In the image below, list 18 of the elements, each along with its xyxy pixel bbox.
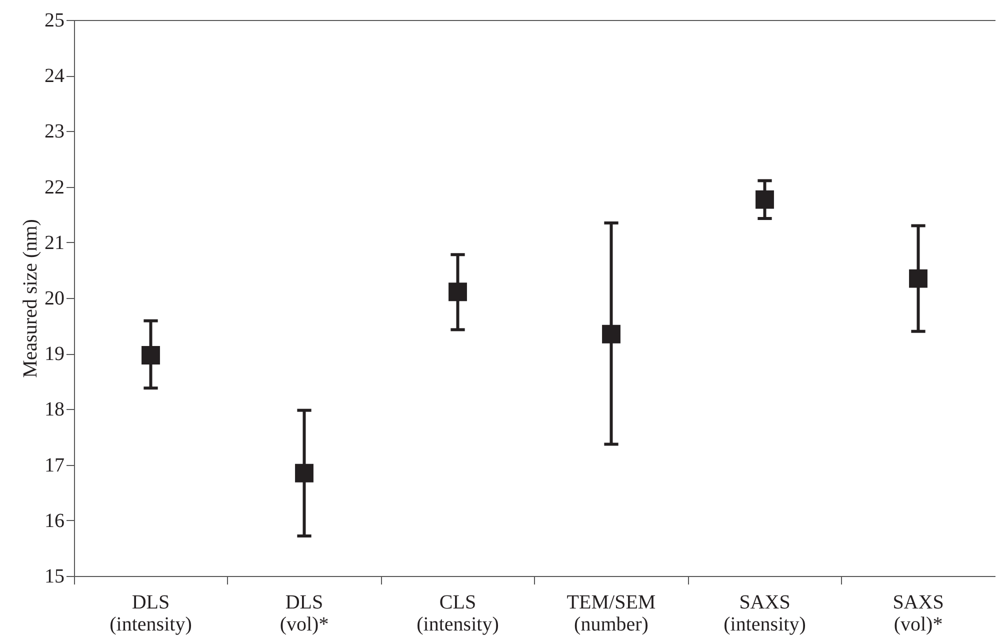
y-tick-label: 23 [44, 120, 64, 143]
y-tick-label: 25 [44, 10, 64, 32]
y-tick-label: 19 [44, 343, 64, 366]
y-tick-label: 24 [44, 65, 64, 88]
y-tick-label: 21 [44, 232, 64, 254]
x-tick-label: CLS (intensity) [416, 592, 499, 636]
y-tick-label: 17 [44, 454, 64, 476]
y-tick-label: 22 [44, 176, 64, 198]
x-tick-label: SAXS (intensity) [724, 592, 806, 636]
y-tick-label: 18 [44, 398, 64, 421]
y-tick-label: 16 [44, 510, 64, 532]
x-tick-label: DLS (intensity) [110, 592, 192, 636]
y-tick-label: 15 [44, 566, 64, 588]
y-tick-label: 20 [44, 288, 64, 310]
y-axis-title: Measured size (nm) [20, 219, 42, 378]
x-tick-label: TEM/SEM (number) [566, 592, 656, 636]
x-tick-label: SAXS (vol)* [892, 592, 944, 636]
x-tick-label: DLS (vol)* [280, 592, 329, 636]
